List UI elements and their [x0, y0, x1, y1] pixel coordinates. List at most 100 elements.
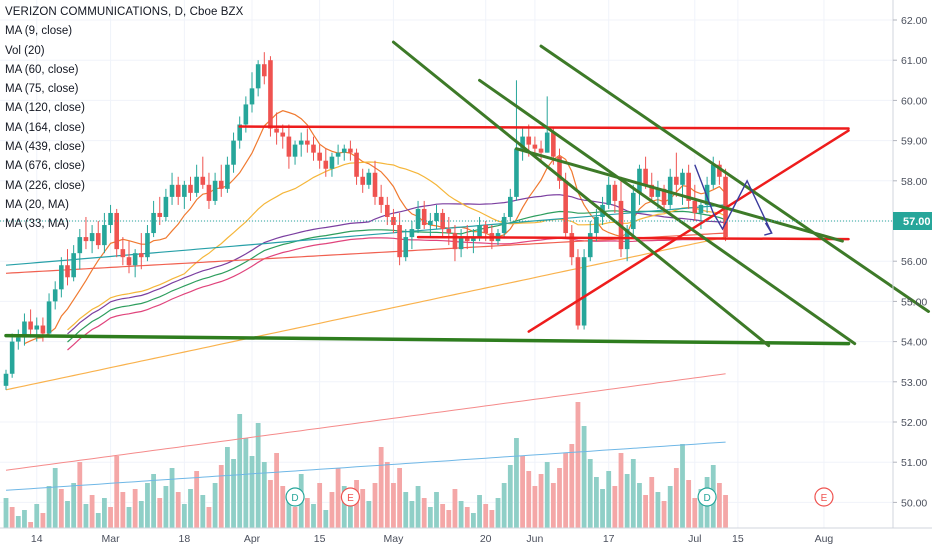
- volume-bar: [255, 423, 261, 528]
- candle-body: [631, 192, 636, 230]
- volume-bar: [550, 483, 556, 528]
- candle-body: [22, 321, 27, 338]
- dividend-marker[interactable]: D: [697, 487, 717, 507]
- volume-bar: [415, 486, 421, 528]
- volume-bar: [169, 468, 175, 528]
- volume-bar: [514, 438, 519, 528]
- candle-body: [182, 184, 187, 197]
- marker-circle: [340, 487, 360, 507]
- candle-body: [643, 168, 648, 185]
- volume-bar: [489, 510, 495, 528]
- candle-body: [311, 144, 316, 153]
- candle-body: [169, 184, 175, 197]
- volume-bar: [680, 444, 685, 528]
- projection-arrow-path: [694, 164, 773, 234]
- legend-ma-60[interactable]: MA (60, close): [5, 63, 79, 76]
- candle-body: [403, 237, 409, 258]
- candle-body: [3, 373, 9, 386]
- volume-bar: [317, 483, 323, 528]
- channel-line-green-4: [514, 147, 844, 243]
- y-tick-label: 60.00: [901, 95, 927, 107]
- volume-bar: [83, 504, 89, 528]
- volume-bar: [397, 468, 402, 528]
- volume-bar: [587, 459, 593, 528]
- volume-bar: [637, 483, 642, 528]
- volume-bar: [563, 453, 569, 528]
- volume-bar: [286, 495, 292, 528]
- volume-bar: [409, 501, 415, 528]
- legend-ma-439[interactable]: MA (439, close): [5, 141, 85, 154]
- candle-body: [77, 237, 83, 254]
- marker-label: E: [821, 493, 828, 504]
- candle-body: [428, 221, 433, 226]
- marker-label: D: [291, 493, 298, 504]
- earnings-marker[interactable]: E: [340, 487, 360, 507]
- candle-body: [262, 64, 267, 77]
- dividend-marker[interactable]: D: [285, 487, 305, 507]
- volume-bar: [46, 486, 52, 528]
- y-tick-label: 54.00: [901, 337, 927, 349]
- volume-bar: [126, 507, 132, 528]
- legend-ma-75[interactable]: MA (75, close): [5, 83, 79, 96]
- candle-body: [329, 156, 335, 169]
- volume-bar: [600, 489, 605, 528]
- candle-body: [544, 132, 550, 153]
- volume-bar: [274, 453, 279, 528]
- y-tick-label: 61.00: [901, 55, 927, 67]
- trend-line-drawings[interactable]: [4, 40, 930, 348]
- volume-bar: [206, 507, 212, 528]
- candle-body: [28, 321, 33, 330]
- candle-body: [446, 229, 452, 234]
- earnings-marker[interactable]: E: [814, 487, 834, 507]
- volume-bar: [52, 468, 58, 528]
- legend-ma-9[interactable]: MA (9, close): [5, 25, 73, 38]
- volume-bar: [532, 486, 538, 528]
- volume-bar: [717, 483, 722, 528]
- volume-bar: [181, 504, 187, 528]
- candle-body: [385, 204, 390, 217]
- volume-bar: [348, 501, 353, 528]
- volume-bar: [3, 498, 9, 528]
- volume-bar: [89, 495, 95, 528]
- volume-bar: [557, 468, 562, 528]
- candle-body: [206, 184, 212, 201]
- candle-body: [594, 216, 599, 234]
- volume-bar: [458, 501, 464, 528]
- y-tick-label: 62.00: [901, 15, 927, 27]
- candle-body: [348, 148, 353, 153]
- price-axis[interactable]: 62.00 61.00 60.00 59.00 58.00 57.00 56.00 55.00…: [0, 0, 932, 528]
- volume-bar: [237, 414, 243, 528]
- volume-bar: [612, 486, 618, 528]
- candle-body: [686, 172, 691, 201]
- legend-ma-120[interactable]: MA (120, close): [5, 102, 85, 115]
- candle-body: [9, 341, 15, 374]
- volume-bar: [526, 471, 532, 528]
- legend-ma-20-ma[interactable]: MA (20, MA): [5, 198, 69, 211]
- x-tick-label: 17: [603, 533, 615, 545]
- legend-vol-20[interactable]: Vol (20): [5, 44, 45, 57]
- time-axis[interactable]: 14 Mar 18 Apr 15 May 20 Jun 17 Jul 15 Aug: [0, 527, 932, 545]
- candle-body: [551, 132, 556, 157]
- volume-bars: [3, 402, 728, 528]
- candle-body: [440, 212, 445, 230]
- volume-bar: [440, 504, 446, 528]
- candle-body: [434, 212, 439, 221]
- chart-title: VERIZON COMMUNICATIONS, D, Cboe BZX: [5, 6, 244, 18]
- legend-ma-676[interactable]: MA (676, close): [5, 160, 85, 173]
- candle-body: [194, 176, 199, 193]
- support-line-green: [4, 333, 851, 346]
- legend-ma-164[interactable]: MA (164, close): [5, 121, 85, 134]
- candle-body: [151, 212, 156, 234]
- candle-body: [108, 212, 113, 226]
- x-tick-label: Jul: [688, 533, 701, 545]
- candle-body: [83, 237, 89, 242]
- candle-body: [717, 164, 722, 177]
- volume-bar: [28, 522, 33, 528]
- volume-bar: [698, 489, 704, 528]
- legend-ma-226[interactable]: MA (226, close): [5, 179, 85, 192]
- ma-60-line: [67, 194, 726, 335]
- volume-bar: [495, 498, 501, 528]
- legend-ma-33-ma[interactable]: MA (33, MA): [5, 218, 69, 231]
